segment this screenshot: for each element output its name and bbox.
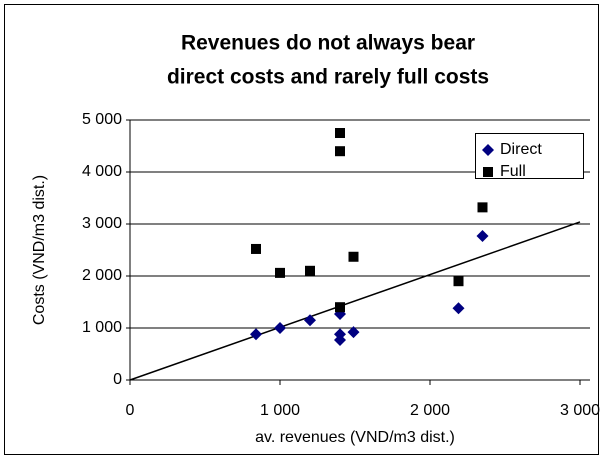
point — [335, 302, 345, 313]
legend-marker — [483, 167, 493, 177]
legend-marker — [482, 144, 494, 156]
trendline — [129, 221, 581, 381]
y-tick-label: 1 000 — [82, 319, 122, 336]
y-tick-label: 2 000 — [82, 267, 122, 284]
y-tick-label: 4 000 — [82, 163, 122, 180]
x-tick-label: 3 000 — [560, 402, 600, 419]
point — [476, 229, 489, 242]
point — [251, 243, 261, 254]
chart-title: Revenues do not always bear — [181, 32, 475, 55]
point — [304, 314, 316, 327]
legend-label: Direct — [500, 141, 542, 158]
y-tick-label: 5 000 — [82, 111, 122, 128]
point — [334, 333, 346, 346]
y-tick-label: 0 — [113, 371, 122, 388]
legend-box — [475, 133, 584, 179]
chart-title: direct costs and rarely full costs — [167, 66, 489, 89]
y-tick-label: 3 000 — [82, 215, 122, 232]
point — [453, 276, 464, 287]
point — [275, 267, 285, 278]
y-axis-label: Costs (VND/m3 dist.) — [31, 175, 48, 325]
point — [335, 128, 345, 138]
legend-label: Full — [500, 163, 526, 180]
point — [477, 202, 488, 213]
x-tick-label: 2 000 — [410, 402, 450, 419]
point — [305, 265, 315, 276]
x-tick-label: 1 000 — [260, 402, 300, 419]
x-axis-label: av. revenues (VND/m3 dist.) — [255, 429, 455, 446]
point — [347, 326, 360, 339]
x-tick-label: 0 — [126, 402, 135, 419]
point — [335, 146, 345, 157]
point — [250, 328, 262, 341]
point — [348, 251, 359, 262]
point — [274, 322, 286, 334]
point — [452, 302, 465, 315]
